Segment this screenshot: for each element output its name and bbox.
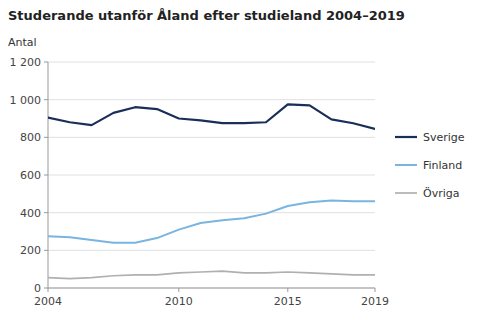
legend-swatch	[395, 136, 417, 138]
x-axis-line	[48, 288, 375, 289]
grid-line	[48, 250, 375, 251]
chart-container: Studerande utanför Åland efter studielan…	[0, 0, 496, 317]
y-tick	[44, 288, 48, 289]
x-tick-label: 2010	[165, 295, 193, 308]
series-lines	[48, 104, 375, 278]
grid	[48, 62, 375, 288]
y-tick	[44, 137, 48, 138]
y-tick-label: 400	[20, 207, 41, 220]
x-tick	[178, 288, 179, 292]
x-tick	[287, 288, 288, 292]
legend-label: Finland	[423, 159, 462, 172]
x-tick-label: 2004	[34, 295, 62, 308]
grid-line	[48, 62, 375, 63]
series-line	[48, 104, 375, 128]
y-tick	[44, 99, 48, 100]
x-tick-label: 2015	[274, 295, 302, 308]
y-tick-label: 1 200	[10, 56, 42, 69]
y-tick	[44, 62, 48, 63]
series-line	[48, 271, 375, 279]
grid-line	[48, 137, 375, 138]
axes: 0 200 400 600 800 1 000 1 200 2004 2010 2015 2019	[10, 56, 390, 308]
x-tick	[375, 288, 376, 292]
chart-svg: Studerande utanför Åland efter studielan…	[0, 0, 496, 317]
y-axis-line	[48, 62, 49, 288]
grid-line	[48, 99, 375, 100]
x-tick-label: 2019	[361, 295, 389, 308]
legend: Sverige Finland Övriga	[395, 131, 465, 200]
y-tick	[44, 175, 48, 176]
grid-line	[48, 175, 375, 176]
y-axis-label: Antal	[8, 36, 37, 49]
y-tick-label: 800	[20, 131, 41, 144]
grid-line	[48, 212, 375, 213]
y-tick-label: 600	[20, 169, 41, 182]
y-tick-label: 1 000	[10, 94, 42, 107]
legend-swatch	[395, 192, 417, 194]
grid-line	[48, 288, 375, 289]
y-tick-label: 0	[34, 282, 41, 295]
x-tick	[48, 288, 49, 292]
title: Studerande utanför Åland efter studielan…	[8, 8, 405, 23]
y-tick	[44, 250, 48, 251]
y-tick	[44, 212, 48, 213]
y-tick-label: 200	[20, 244, 41, 257]
legend-label: Sverige	[423, 131, 465, 144]
legend-label: Övriga	[423, 187, 459, 200]
series-line	[48, 200, 375, 242]
legend-swatch	[395, 164, 417, 166]
